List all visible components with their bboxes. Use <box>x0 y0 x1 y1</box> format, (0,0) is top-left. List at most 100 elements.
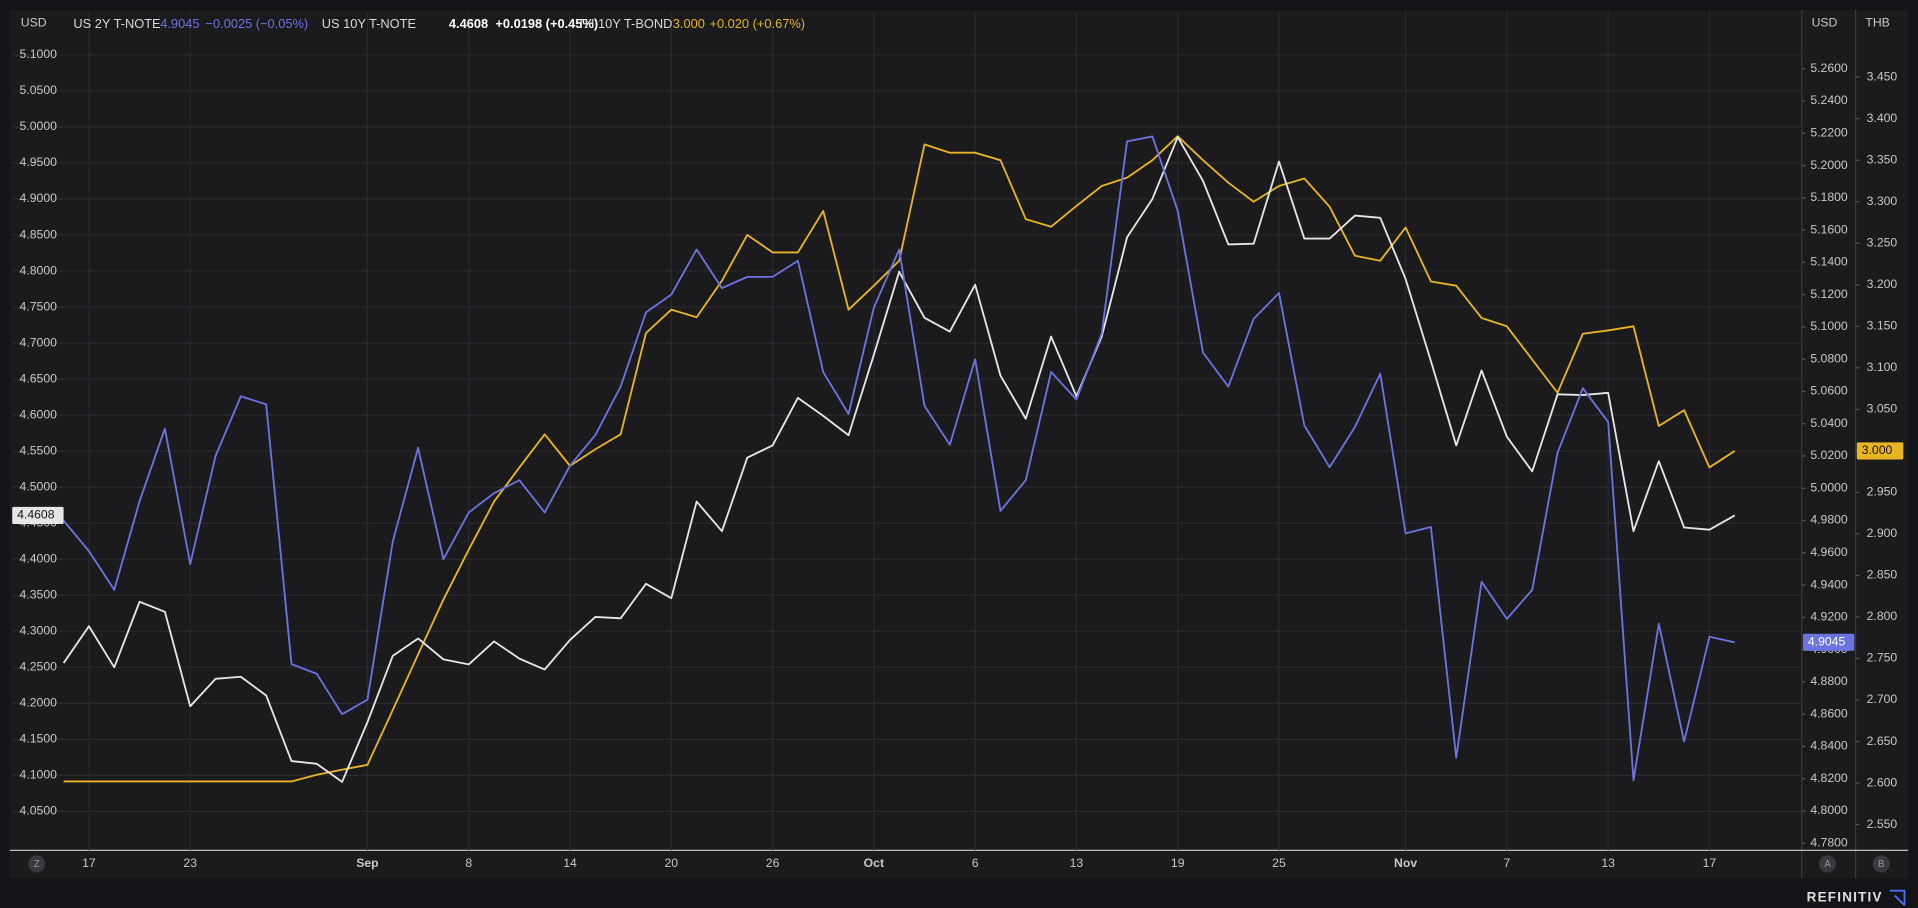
y2-tick-label: 5.0600 <box>1810 384 1848 398</box>
y-tick-label: 4.7000 <box>20 335 58 349</box>
y-tick-label: 4.5000 <box>20 479 58 493</box>
axis-button-label[interactable]: B <box>1878 859 1885 870</box>
last-value-label: 4.9045 <box>1808 635 1846 649</box>
legend-name: US 2Y T-NOTE <box>73 16 160 31</box>
last-value-label: 3.000 <box>1862 443 1893 457</box>
brand-logo <box>1889 889 1906 907</box>
y-tick-label: 4.1000 <box>20 768 58 782</box>
y3-tick-label: 2.950 <box>1867 485 1898 499</box>
x-tick-label: 13 <box>1601 856 1615 870</box>
axis-button[interactable] <box>1818 855 1837 873</box>
y-tick-label: 5.0000 <box>20 119 58 133</box>
y-tick-label: 4.3000 <box>20 624 58 638</box>
lines <box>62 135 1736 783</box>
x-tick-label: 14 <box>563 856 577 870</box>
brand: REFINITIV <box>1807 890 1883 905</box>
y-tick-label: 4.7500 <box>20 299 58 313</box>
x-tick-label: Nov <box>1394 856 1417 870</box>
y2-tick-label: 4.9600 <box>1810 545 1848 559</box>
y3-tick-label: 2.850 <box>1867 568 1898 582</box>
x-tick-label: 8 <box>465 856 472 870</box>
x-tick-label: 23 <box>183 856 197 870</box>
series-line <box>62 136 1736 783</box>
y-tick-label: 4.9500 <box>20 155 58 169</box>
axis-button-label[interactable]: Z <box>34 859 40 870</box>
y2-tick-label: 5.2200 <box>1810 126 1848 140</box>
y2-tick-label: 4.9400 <box>1810 577 1848 591</box>
legend-name: TH 10Y T-BOND <box>577 16 672 31</box>
grid <box>12 12 1860 851</box>
x-tick-label: 17 <box>82 856 96 870</box>
x-tick-label: 19 <box>1171 856 1185 870</box>
x-tick-label: 6 <box>972 856 979 870</box>
y2-tick-label: 5.2000 <box>1810 158 1848 172</box>
y-tick-label: 4.2000 <box>20 696 58 710</box>
legend-name: US 10Y T-NOTE <box>322 16 416 31</box>
y3-tick-label: 3.100 <box>1867 360 1898 374</box>
y-tick-label: 5.0500 <box>20 83 58 97</box>
y3-axis-unit: THB <box>1865 16 1889 30</box>
legend-value: 4.9045 <box>160 16 199 31</box>
y-tick-label: 4.3500 <box>20 588 58 602</box>
y3-tick-label: 3.350 <box>1867 152 1898 166</box>
labels: 5.1000 5.0500 5.0000 4.9500 4.9000 4.8500 4.80… <box>12 16 1904 873</box>
axis-button-label[interactable]: A <box>1824 859 1831 870</box>
x-tick-label: 13 <box>1070 856 1084 870</box>
y2-tick-label: 4.8400 <box>1810 739 1848 753</box>
y3-tick-label: 2.550 <box>1867 817 1898 831</box>
y2-tick-label: 4.8800 <box>1810 674 1848 688</box>
y-axis-unit: USD <box>21 16 47 30</box>
y3-tick-label: 2.750 <box>1867 651 1898 665</box>
y3-tick-label: 3.400 <box>1867 111 1898 125</box>
y2-tick-label: 5.2400 <box>1810 93 1848 107</box>
y2-tick-label: 4.9200 <box>1810 610 1848 624</box>
y3-tick-label: 2.650 <box>1867 734 1898 748</box>
y3-tick-label: 2.600 <box>1867 775 1898 789</box>
y-tick-label: 4.1500 <box>20 732 58 746</box>
axis-button[interactable] <box>1872 855 1890 873</box>
legend-value: 4.4608 <box>449 16 488 31</box>
y2-tick-label: 4.8600 <box>1810 706 1848 720</box>
x-tick-label: Oct <box>864 856 884 870</box>
axis-button[interactable] <box>28 855 46 873</box>
x-tick-label: 25 <box>1272 856 1286 870</box>
y-tick-label: 4.2500 <box>20 660 58 674</box>
y-tick-label: 5.1000 <box>20 47 58 61</box>
chart-panel <box>9 9 1909 879</box>
x-tick-label: 17 <box>1703 856 1717 870</box>
y2-tick-label: 5.0400 <box>1810 416 1848 430</box>
y-tick-label: 4.9000 <box>20 191 58 205</box>
legend-change: −0.0025 (−0.05%) <box>206 16 309 31</box>
y2-tick-label: 4.8200 <box>1810 771 1848 785</box>
y-tick-label: 4.6000 <box>20 407 58 421</box>
x-tick-label: 20 <box>665 856 679 870</box>
y2-tick-label: 5.1000 <box>1810 319 1848 333</box>
y3-tick-label: 3.150 <box>1867 319 1898 333</box>
y2-tick-label: 5.1200 <box>1810 287 1848 301</box>
y-tick-label: 4.6500 <box>20 371 58 385</box>
y-tick-label: 4.5500 <box>20 443 58 457</box>
y3-tick-label: 2.900 <box>1867 526 1898 540</box>
x-tick-label: 7 <box>1503 856 1510 870</box>
y-tick-label: 4.4000 <box>20 551 58 565</box>
y2-tick-label: 4.7800 <box>1810 835 1848 849</box>
legend-value: 3.000 <box>673 16 705 31</box>
y2-axis-unit: USD <box>1812 16 1838 30</box>
last-value-badge <box>12 506 64 525</box>
y-tick-label: 4.8000 <box>20 263 58 277</box>
last-value-badge <box>1856 442 1904 460</box>
y2-tick-label: 5.0200 <box>1810 448 1848 462</box>
y2-tick-label: 4.8000 <box>1810 803 1848 817</box>
y2-tick-label: 5.1600 <box>1810 222 1848 236</box>
last-value-badge <box>1803 633 1855 651</box>
series-line <box>62 135 1735 782</box>
legend-change: +0.020 (+0.67%) <box>709 16 805 31</box>
y-tick-label: 4.8500 <box>20 227 58 241</box>
y2-tick-label: 5.0000 <box>1810 480 1848 494</box>
y3-tick-label: 2.800 <box>1867 609 1898 623</box>
y3-tick-label: 3.450 <box>1867 69 1898 83</box>
y2-tick-label: 4.9800 <box>1810 513 1848 527</box>
y3-tick-label: 3.200 <box>1867 277 1898 291</box>
